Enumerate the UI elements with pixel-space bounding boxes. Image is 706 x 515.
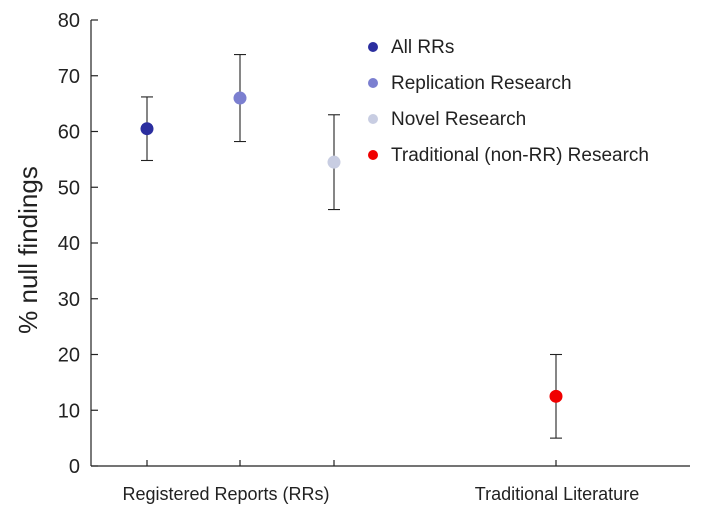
y-tick-label: 60 <box>58 122 80 144</box>
y-axis-label: % null findings <box>13 166 43 334</box>
x-group-label: Registered Reports (RRs) <box>122 484 329 504</box>
x-ticks: Registered Reports (RRs) Traditional Lite… <box>122 460 639 504</box>
y-tick-label: 70 <box>58 66 80 88</box>
legend: All RRs Replication Research Novel Researc… <box>368 37 649 166</box>
data-point <box>549 389 563 403</box>
y-tick-label: 30 <box>58 289 80 311</box>
legend-label: All RRs <box>391 37 454 58</box>
y-tick-label: 50 <box>58 177 80 199</box>
y-ticks: 0 10 20 30 40 50 60 70 80 <box>58 10 98 478</box>
data-point <box>140 122 154 136</box>
legend-marker <box>368 42 378 52</box>
legend-marker <box>368 114 378 124</box>
legend-marker <box>368 150 378 160</box>
data-points <box>140 91 563 403</box>
data-point <box>327 155 341 169</box>
legend-label: Replication Research <box>391 73 572 94</box>
legend-label: Novel Research <box>391 109 526 130</box>
legend-label: Traditional (non-RR) Research <box>391 145 649 166</box>
x-group-label: Traditional Literature <box>475 484 639 504</box>
y-tick-label: 20 <box>58 345 80 367</box>
y-tick-label: 10 <box>58 400 80 422</box>
y-tick-label: 80 <box>58 10 80 32</box>
legend-marker <box>368 78 378 88</box>
y-tick-label: 40 <box>58 233 80 255</box>
data-point <box>233 91 247 105</box>
y-tick-label: 0 <box>69 456 80 478</box>
